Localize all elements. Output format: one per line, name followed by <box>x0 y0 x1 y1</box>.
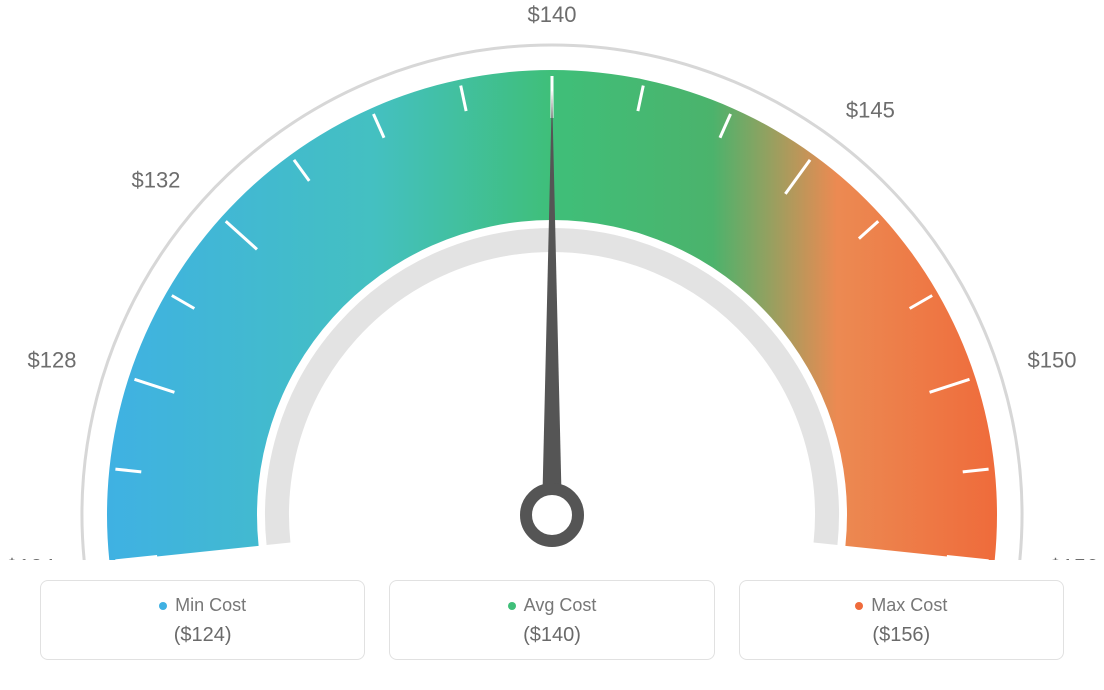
legend-value-max: ($156) <box>750 624 1053 647</box>
legend-card-min: Min Cost ($124) <box>40 580 365 660</box>
legend-title-max: Max Cost <box>855 595 947 616</box>
legend-title-text: Avg Cost <box>524 595 597 616</box>
svg-text:$150: $150 <box>1028 347 1077 372</box>
svg-text:$140: $140 <box>528 2 577 27</box>
svg-text:$156: $156 <box>1049 554 1098 560</box>
chart-container: $124 $128 $132 $140 $145 $150 $156 Min Cost ($… <box>0 0 1104 690</box>
legend-value-min: ($124) <box>51 624 354 647</box>
dot-icon <box>159 602 167 610</box>
legend-card-max: Max Cost ($156) <box>739 580 1064 660</box>
svg-text:$128: $128 <box>28 347 77 372</box>
legend-title-text: Max Cost <box>871 595 947 616</box>
svg-text:$145: $145 <box>846 97 895 122</box>
legend: Min Cost ($124) Avg Cost ($140) Max Cost… <box>40 580 1064 660</box>
legend-value-avg: ($140) <box>400 624 703 647</box>
dot-icon <box>855 602 863 610</box>
legend-title-avg: Avg Cost <box>508 595 597 616</box>
legend-card-avg: Avg Cost ($140) <box>389 580 714 660</box>
svg-text:$132: $132 <box>131 167 180 192</box>
legend-title-text: Min Cost <box>175 595 246 616</box>
svg-text:$124: $124 <box>6 554 55 560</box>
gauge: $124 $128 $132 $140 $145 $150 $156 <box>0 0 1104 560</box>
legend-title-min: Min Cost <box>159 595 246 616</box>
dot-icon <box>508 602 516 610</box>
